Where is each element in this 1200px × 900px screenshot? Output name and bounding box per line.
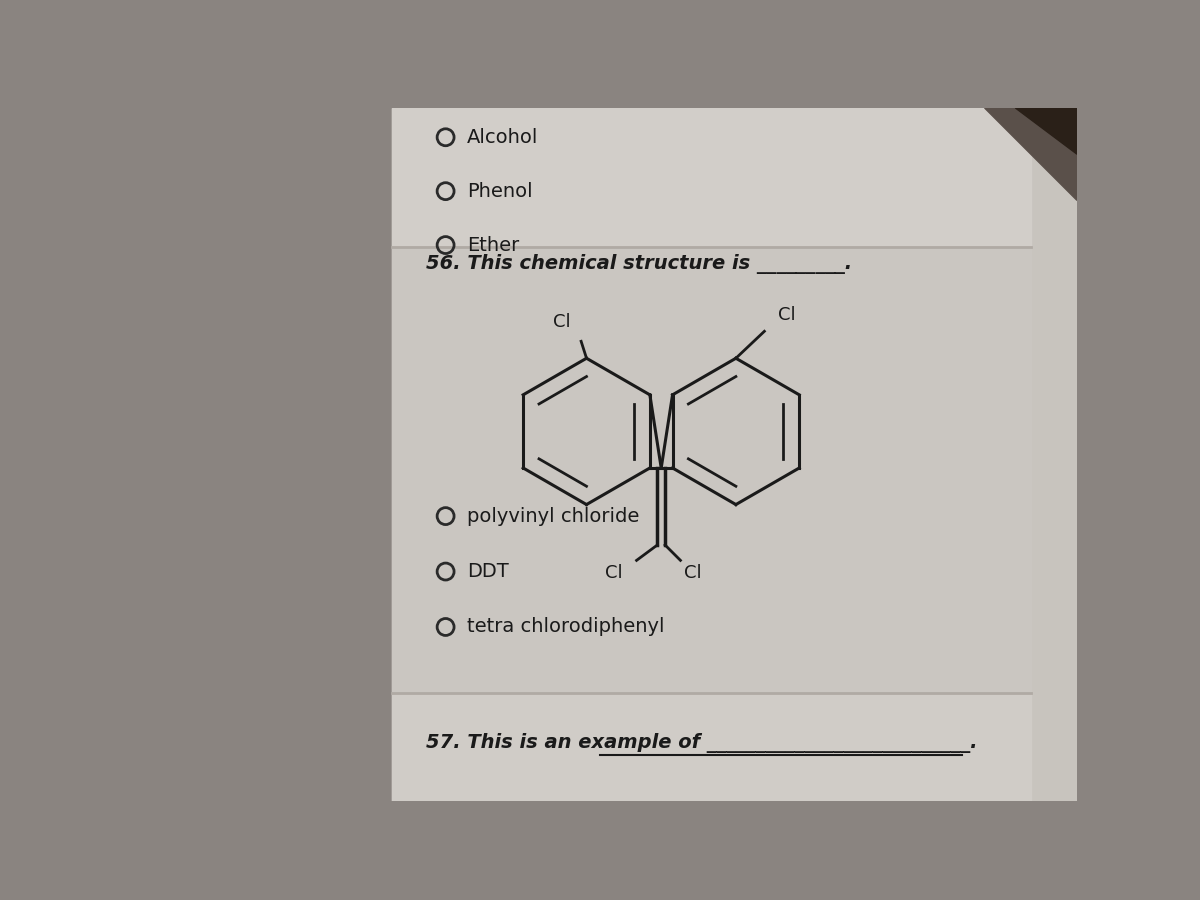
Bar	[154, 108, 391, 801]
Bar	[391, 108, 1078, 801]
Text: Ether: Ether	[467, 236, 520, 255]
Text: DDT: DDT	[467, 562, 509, 581]
Text: 57. This is an example of ___________________________.: 57. This is an example of ______________…	[426, 734, 978, 753]
Text: Cl: Cl	[605, 564, 623, 582]
Polygon shape	[985, 108, 1078, 201]
Bar	[391, 693, 1031, 801]
Text: 56. This chemical structure is _________.: 56. This chemical structure is _________…	[426, 254, 852, 274]
Text: polyvinyl chloride: polyvinyl chloride	[467, 507, 640, 526]
Bar	[391, 108, 1031, 247]
Bar	[391, 247, 1031, 693]
Text: Cl: Cl	[684, 564, 702, 582]
Polygon shape	[1015, 108, 1078, 154]
Text: Cl: Cl	[779, 306, 796, 324]
Text: Phenol: Phenol	[467, 182, 533, 201]
Text: tetra chlorodiphenyl: tetra chlorodiphenyl	[467, 617, 665, 636]
Text: Alcohol: Alcohol	[467, 128, 539, 147]
Text: Cl: Cl	[553, 313, 571, 331]
